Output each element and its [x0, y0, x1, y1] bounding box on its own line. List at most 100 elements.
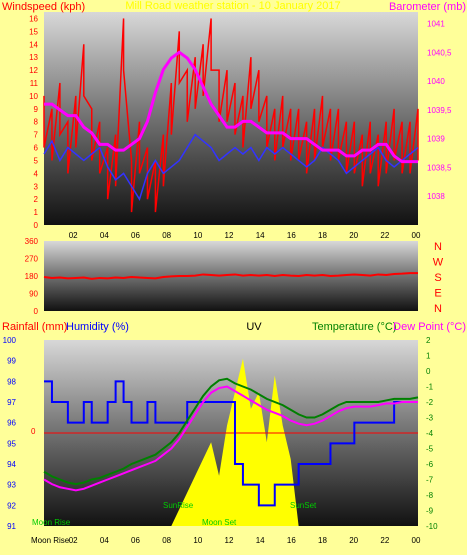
barometer-tick-label: 1038	[427, 192, 445, 201]
wind-tick-label: 15	[29, 27, 38, 36]
temperature-tick-label: -4	[426, 429, 434, 438]
series-uv-area	[44, 358, 418, 526]
humidity-axis-title: Humidity (%)	[66, 321, 129, 333]
uv-axis-title: UV	[246, 321, 262, 333]
x-tick-label: 02	[69, 536, 78, 545]
dewpoint-axis-title: Dew Point (°C)	[393, 321, 466, 333]
humidity-tick-label: 99	[7, 357, 16, 366]
direction-plot-area	[44, 241, 418, 311]
humidity-tick-label: 100	[3, 336, 17, 345]
x-tick-label: 18	[318, 536, 327, 545]
humidity-tick-label: 91	[7, 522, 16, 531]
temperature-tick-label: -2	[426, 398, 434, 407]
wind-tick-label: 7	[34, 131, 39, 140]
direction-tick-label: 0	[34, 307, 39, 316]
x-tick-label: 22	[380, 231, 389, 240]
series-temperature-line	[43, 377, 419, 486]
wind-tick-label: 10	[29, 92, 38, 101]
temperature-axis-title: Temperature (°C)	[312, 321, 396, 333]
x-tick-label: 22	[380, 536, 389, 545]
temperature-tick-label: -10	[426, 522, 438, 531]
x-tick-label: 16	[287, 231, 296, 240]
compass-label: N	[434, 241, 442, 253]
humidity-tick-label: 93	[7, 481, 16, 490]
x-tick-label: 04	[100, 231, 109, 240]
series-gust-line	[43, 18, 419, 213]
rainfall-axis-title: Rainfall (mm)	[2, 321, 67, 333]
x-tick-label: 00	[412, 536, 421, 545]
barometer-tick-label: 1039,5	[427, 106, 452, 115]
series-barometer-line	[44, 50, 418, 164]
temperature-tick-label: -9	[426, 507, 434, 516]
wind-tick-label: 5	[34, 156, 39, 165]
wind-tick-label: 11	[30, 79, 39, 88]
sunset-annotation: SunSet	[290, 501, 317, 510]
humidity-tick-label: 97	[7, 398, 16, 407]
wind-tick-label: 6	[34, 144, 39, 153]
wind-plot-area	[44, 12, 418, 225]
x-tick-label: 14	[256, 536, 265, 545]
temperature-tick-label: -6	[426, 460, 434, 469]
x-tick-label: 06	[131, 231, 140, 240]
temperature-tick-label: 2	[426, 336, 431, 345]
temperature-tick-label: 0	[426, 367, 431, 376]
compass-label: W	[433, 257, 444, 269]
direction-tick-label: 360	[25, 237, 39, 246]
x-tick-label: 08	[162, 231, 171, 240]
direction-tick-label: 180	[25, 272, 39, 281]
series-dew-point-line	[43, 385, 418, 492]
x-tick-label: 20	[349, 231, 358, 240]
humidity-tick-label: 96	[7, 419, 16, 428]
x-tick-label: 18	[318, 231, 327, 240]
temperature-tick-label: 1	[426, 352, 431, 361]
wind-tick-label: 13	[29, 53, 38, 62]
temperature-tick-label: -7	[426, 476, 434, 485]
wind-tick-label: 14	[29, 40, 38, 49]
x-tick-label: 04	[100, 536, 109, 545]
series-direction-line	[43, 272, 418, 280]
moonset-annotation: Moon Set	[202, 518, 237, 527]
series-average-line	[43, 133, 419, 201]
wind-tick-label: 4	[34, 169, 39, 178]
wind-tick-label: 12	[29, 66, 38, 75]
x-tick-label: 14	[256, 231, 265, 240]
x-tick-label: 10	[193, 536, 202, 545]
x-tick-label: 00	[412, 231, 421, 240]
x-tick-label: 12	[225, 231, 234, 240]
series-humidity-line	[44, 380, 418, 507]
windspeed-axis-title: Windspeed (kph)	[2, 1, 85, 13]
barometer-tick-label: 1040,5	[427, 48, 452, 57]
compass-label: E	[434, 288, 441, 300]
humidity-tick-label: 98	[7, 377, 16, 386]
barometer-tick-label: 1038,5	[427, 163, 452, 172]
temperature-tick-label: -1	[426, 383, 434, 392]
humidity-tick-label: 94	[7, 460, 16, 469]
humidity-tick-label: 95	[7, 439, 16, 448]
wind-tick-label: 2	[34, 195, 39, 204]
temperature-tick-label: -3	[426, 414, 434, 423]
x-tick-label: 10	[193, 231, 202, 240]
wind-tick-label: 16	[29, 14, 38, 23]
x-tick-label: 12	[225, 536, 234, 545]
x-tick-label: 08	[162, 536, 171, 545]
x-tick-label: 06	[131, 536, 140, 545]
barometer-axis-title: Barometer (mb)	[389, 1, 466, 13]
compass-label: S	[434, 272, 441, 284]
direction-tick-label: 90	[29, 290, 38, 299]
wind-tick-label: 0	[34, 221, 39, 230]
x-tick-label: 16	[287, 536, 296, 545]
x-tick-label: 20	[349, 536, 358, 545]
sunrise-annotation: SunRise	[163, 501, 194, 510]
barometer-tick-label: 1039	[427, 135, 445, 144]
temperature-tick-label: -5	[426, 445, 434, 454]
wind-tick-label: 8	[34, 118, 39, 127]
compass-label: N	[434, 303, 442, 315]
rain-zero-label: 0	[31, 427, 36, 436]
temperature-tick-label: -8	[426, 491, 434, 500]
x-tick-label: 02	[69, 231, 78, 240]
moonrise-axis-label: Moon Rise	[31, 536, 70, 545]
wind-tick-label: 1	[34, 208, 39, 217]
wind-tick-label: 9	[34, 105, 39, 114]
humidity-tick-label: 92	[7, 501, 16, 510]
